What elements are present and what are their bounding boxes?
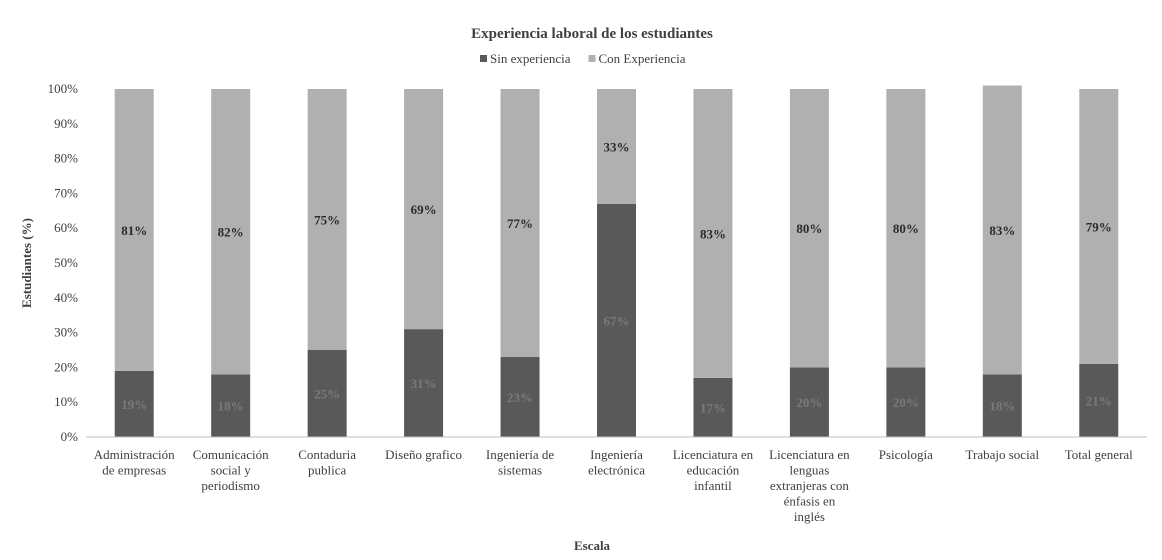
bar-sin-experiencia [114,370,154,437]
bar-con-experiencia [307,89,347,350]
data-label-sin-experiencia: 18% [989,399,1015,414]
y-tick-label: 90% [54,116,78,131]
x-category-label: infantil [694,478,732,493]
bar-con-experiencia [597,89,636,204]
x-category-label: Licenciatura en [673,447,754,462]
data-label-con-experiencia: 83% [989,223,1015,238]
y-tick-label: 20% [54,359,78,374]
x-category-label: énfasis en [784,494,836,509]
bar-sin-experiencia [404,329,444,437]
x-category-label: Diseño grafico [385,447,462,462]
x-category-label: Ingeniería [590,447,643,462]
data-label-sin-experiencia: 17% [700,400,726,415]
x-category-label: Administración [94,447,175,462]
data-label-con-experiencia: 81% [121,223,147,238]
bar-con-experiencia [693,89,733,378]
x-category-label: extranjeras con [770,478,850,493]
bar-con-experiencia [886,89,926,368]
bar-sin-experiencia [211,374,251,437]
legend-label: Sin experiencia [490,51,571,66]
bar-sin-experiencia [886,367,926,437]
y-tick-label: 80% [54,151,78,166]
data-label-con-experiencia: 83% [700,226,726,241]
x-category-label: lenguas [790,463,830,478]
bar-con-experiencia [500,89,540,357]
x-category-label: Trabajo social [966,447,1040,462]
x-category-label: educación [687,463,740,478]
y-tick-label: 40% [54,290,78,305]
bar-sin-experiencia [1079,363,1119,437]
chart-title: Experiencia laboral de los estudiantes [471,26,713,42]
x-category-label: electrónica [588,463,645,478]
y-tick-label: 50% [54,255,78,270]
data-label-sin-experiencia: 21% [1086,393,1112,408]
x-category-label: Comunicación [193,447,269,462]
x-category-label: inglés [794,509,825,524]
x-category-label: periodismo [201,478,260,493]
x-category-label: Psicología [879,447,933,462]
x-category-label: de empresas [102,463,166,478]
data-label-con-experiencia: 77% [507,216,533,231]
data-label-con-experiencia: 80% [893,221,919,236]
y-tick-label: 0% [61,429,79,444]
data-label-sin-experiencia: 20% [893,395,919,410]
bar-con-experiencia [789,89,829,368]
data-label-con-experiencia: 75% [314,213,340,228]
data-label-sin-experiencia: 31% [411,376,437,391]
y-axis-ticks: 0% 10% 20% 30% 40% 50% 60% 70% 80% 90% 100% [48,81,79,444]
bar-con-experiencia [114,89,154,371]
x-category-label: social y [211,463,252,478]
data-label-con-experiencia: 33% [604,139,630,154]
data-label-con-experiencia: 69% [411,202,437,217]
bar-sin-experiencia [789,367,829,437]
data-label-sin-experiencia: 23% [507,390,533,405]
x-category-label: publica [308,463,346,478]
y-tick-label: 60% [54,220,78,235]
data-label-sin-experiencia: 18% [218,399,244,414]
data-label-con-experiencia: 80% [796,221,822,236]
legend-swatch [588,55,596,62]
y-tick-label: 30% [54,325,78,340]
legend-label: Con Experiencia [599,51,686,66]
bar-con-experiencia [211,89,251,375]
y-tick-label: 70% [54,185,78,200]
bar-con-experiencia [1079,89,1119,364]
x-category-label: Licenciatura en [769,447,850,462]
data-label-con-experiencia: 82% [218,225,244,240]
bars: 19% 81% 18% 82% 25% 75% 31% 69% 23% 77% 67% 33% 17% 8… [114,85,1119,437]
y-tick-label: 10% [54,394,78,409]
data-label-sin-experiencia: 25% [314,387,340,402]
y-axis-title: Estudiantes (%) [19,218,34,308]
bar-sin-experiencia [597,203,636,437]
x-category-label: Contaduria [298,447,356,462]
bar-sin-experiencia [307,350,347,437]
x-category-label: Total general [1065,447,1133,462]
data-label-sin-experiencia: 20% [796,395,822,410]
bar-sin-experiencia [693,377,733,437]
x-category-label: sistemas [498,463,542,478]
data-label-con-experiencia: 79% [1086,219,1112,234]
data-label-sin-experiencia: 67% [604,313,630,328]
legend-swatch [480,55,487,62]
x-axis-title: Escala [574,538,611,553]
bar-sin-experiencia [500,356,540,437]
y-tick-label: 100% [48,81,79,96]
legend: Sin experiencia Con Experiencia [480,51,686,66]
bar-sin-experiencia [982,374,1022,437]
data-label-sin-experiencia: 19% [121,397,147,412]
x-category-label: Ingeniería de [486,447,554,462]
bar-con-experiencia [404,89,444,330]
bar-con-experiencia [982,85,1022,375]
